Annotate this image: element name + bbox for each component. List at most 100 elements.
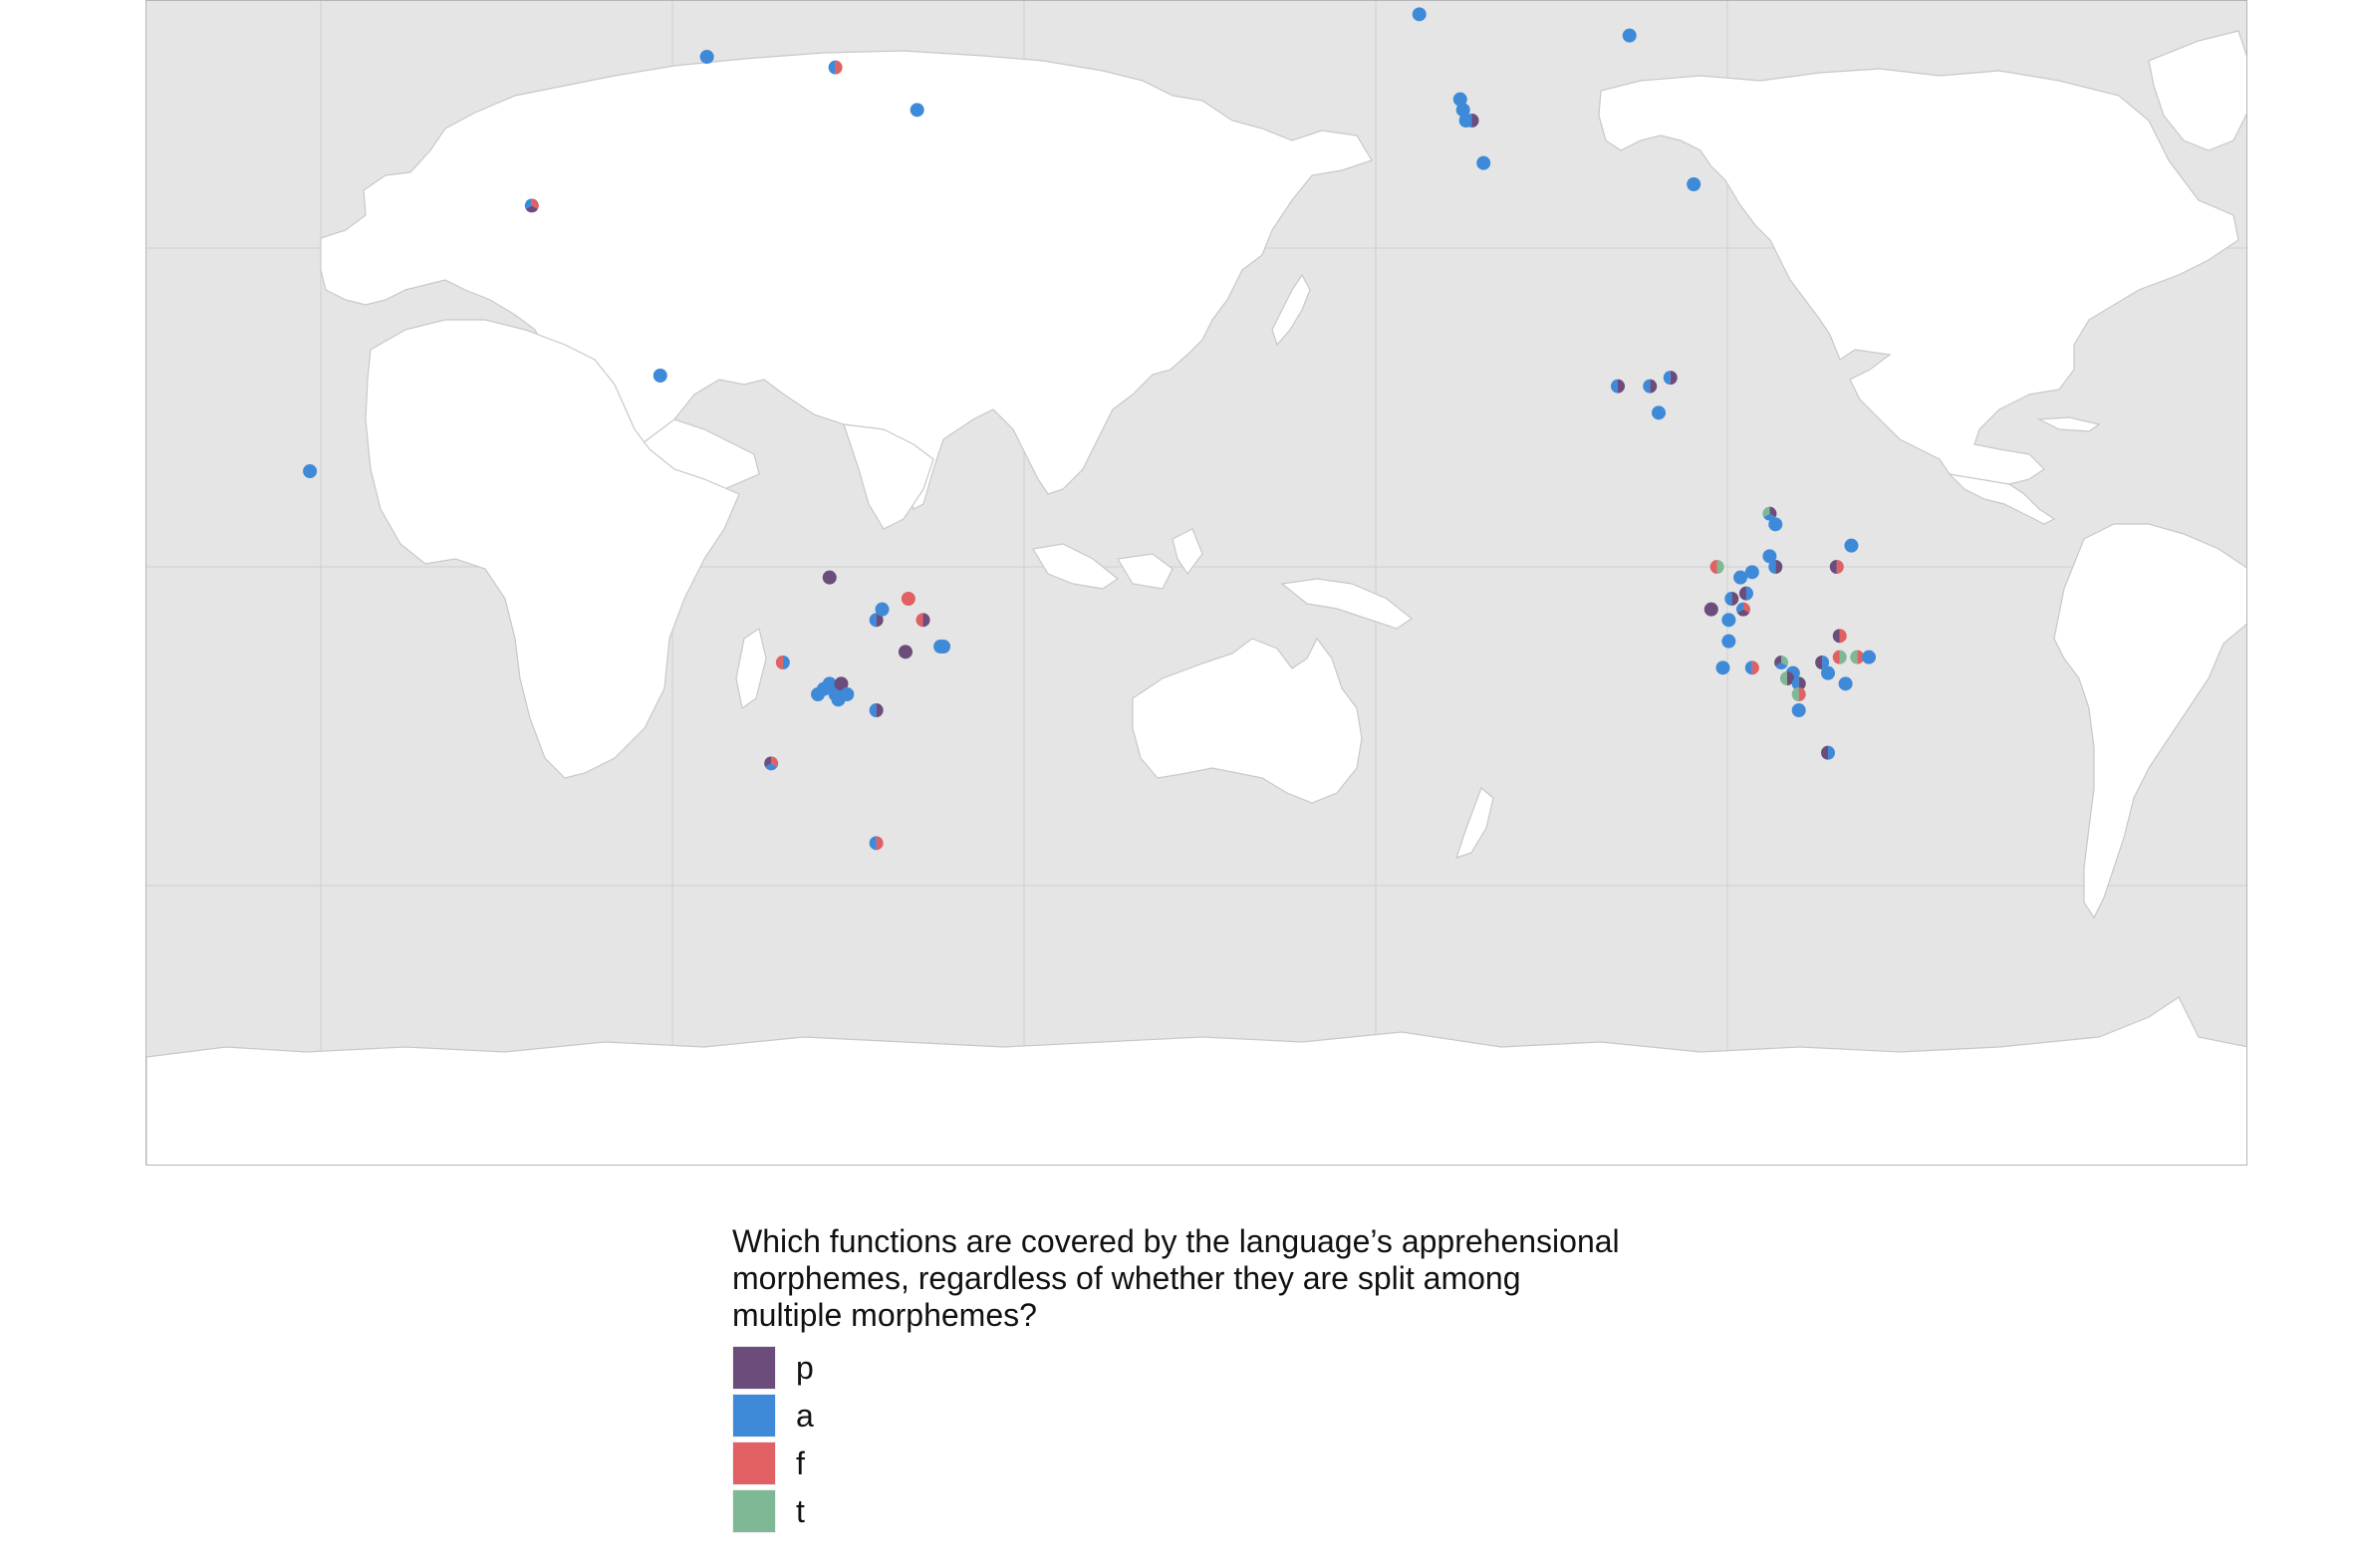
central-america-landmass — [1948, 473, 2056, 525]
language-point[interactable] — [1844, 538, 1859, 553]
point-slice-a — [1622, 28, 1637, 43]
language-point[interactable] — [1733, 570, 1748, 585]
point-slice-p — [1832, 629, 1840, 644]
language-point[interactable] — [901, 592, 915, 606]
point-slice-a — [1745, 586, 1753, 601]
language-point[interactable] — [910, 103, 924, 118]
language-point[interactable] — [303, 464, 318, 478]
language-point[interactable] — [869, 613, 884, 628]
language-point[interactable] — [1821, 665, 1835, 680]
point-slice-a — [303, 464, 318, 478]
language-point[interactable] — [1412, 7, 1427, 22]
language-point[interactable] — [875, 602, 890, 617]
point-slice-p — [1471, 114, 1479, 128]
point-slice-a — [1687, 177, 1701, 191]
point-slice-p — [1815, 655, 1823, 669]
point-slice-a — [1838, 676, 1853, 691]
language-point[interactable] — [869, 703, 884, 717]
point-slice-a — [1744, 660, 1752, 675]
point-slice-f — [1836, 560, 1844, 574]
language-point[interactable] — [1815, 655, 1830, 669]
legend-title: Which functions are covered by the langu… — [732, 1223, 1620, 1333]
india-landmass — [843, 423, 934, 530]
point-slice-a — [765, 763, 778, 771]
language-point[interactable] — [869, 836, 884, 851]
language-point[interactable] — [1622, 28, 1637, 43]
language-point[interactable] — [1832, 650, 1847, 664]
language-point[interactable] — [915, 613, 930, 628]
language-point[interactable] — [1643, 379, 1658, 393]
point-slice-f — [876, 836, 884, 851]
language-point[interactable] — [1709, 560, 1724, 574]
language-point[interactable] — [699, 50, 714, 64]
point-slice-a — [1412, 7, 1427, 22]
language-point[interactable] — [1791, 676, 1806, 691]
language-point[interactable] — [764, 756, 779, 771]
language-point[interactable] — [1832, 629, 1847, 644]
language-point[interactable] — [1768, 560, 1783, 574]
point-slice-p — [1731, 592, 1739, 606]
language-point[interactable] — [898, 645, 913, 659]
language-point[interactable] — [1768, 517, 1783, 532]
language-point[interactable] — [1762, 549, 1777, 564]
point-slice-a — [1862, 650, 1877, 664]
language-point[interactable] — [1862, 650, 1877, 664]
point-slice-t — [1762, 506, 1770, 518]
language-point[interactable] — [1738, 586, 1753, 601]
language-point[interactable] — [831, 692, 846, 707]
language-point[interactable] — [1721, 613, 1736, 628]
point-slice-a — [1821, 665, 1835, 680]
point-slice-a — [1744, 565, 1759, 580]
new-guinea-landmass — [1280, 578, 1414, 630]
point-slice-p — [1829, 560, 1837, 574]
world-map[interactable] — [146, 1, 2247, 1166]
language-point[interactable] — [1774, 655, 1789, 670]
language-point[interactable] — [775, 655, 790, 669]
language-point[interactable] — [1663, 371, 1678, 386]
point-slice-a — [1464, 114, 1472, 128]
map-panel[interactable] — [145, 0, 2247, 1166]
language-point[interactable] — [653, 369, 667, 383]
language-point[interactable] — [822, 676, 837, 691]
language-point[interactable] — [834, 676, 849, 691]
language-point[interactable] — [1736, 602, 1751, 617]
language-point[interactable] — [1850, 650, 1865, 664]
point-slice-a — [1791, 703, 1806, 717]
language-point[interactable] — [936, 640, 951, 653]
south-america-landmass — [2053, 523, 2246, 919]
language-point[interactable] — [1452, 92, 1467, 107]
language-point[interactable] — [1721, 634, 1736, 649]
language-point[interactable] — [1744, 565, 1759, 580]
language-point[interactable] — [1652, 405, 1667, 420]
language-point[interactable] — [1791, 703, 1806, 717]
language-point[interactable] — [1724, 592, 1739, 606]
language-point[interactable] — [1829, 560, 1844, 574]
language-point[interactable] — [1838, 676, 1853, 691]
point-slice-t — [1850, 650, 1858, 664]
language-point[interactable] — [1744, 660, 1759, 675]
language-point[interactable] — [828, 60, 843, 75]
point-slice-p — [1650, 379, 1658, 393]
point-slice-a — [699, 50, 714, 64]
point-slice-f — [771, 756, 779, 767]
language-point[interactable] — [1715, 660, 1730, 675]
legend-label-p: p — [796, 1349, 814, 1386]
language-point[interactable] — [1464, 114, 1479, 128]
point-slice-a — [831, 692, 846, 707]
legend-label-t: t — [796, 1492, 805, 1529]
language-point[interactable] — [524, 198, 539, 213]
language-point[interactable] — [1476, 155, 1491, 170]
language-point[interactable] — [822, 570, 837, 585]
point-slice-a — [1476, 155, 1491, 170]
point-slice-a — [828, 60, 836, 75]
language-point[interactable] — [1821, 745, 1836, 760]
language-point[interactable] — [1455, 103, 1470, 118]
point-slice-a — [1611, 379, 1618, 393]
language-points[interactable] — [303, 1, 2057, 851]
point-slice-f — [775, 655, 783, 669]
language-point[interactable] — [1611, 379, 1626, 393]
legend-item-p: p — [732, 1344, 1728, 1392]
language-point[interactable] — [1703, 602, 1718, 617]
language-point[interactable] — [1687, 177, 1701, 191]
language-point[interactable] — [1791, 687, 1806, 701]
